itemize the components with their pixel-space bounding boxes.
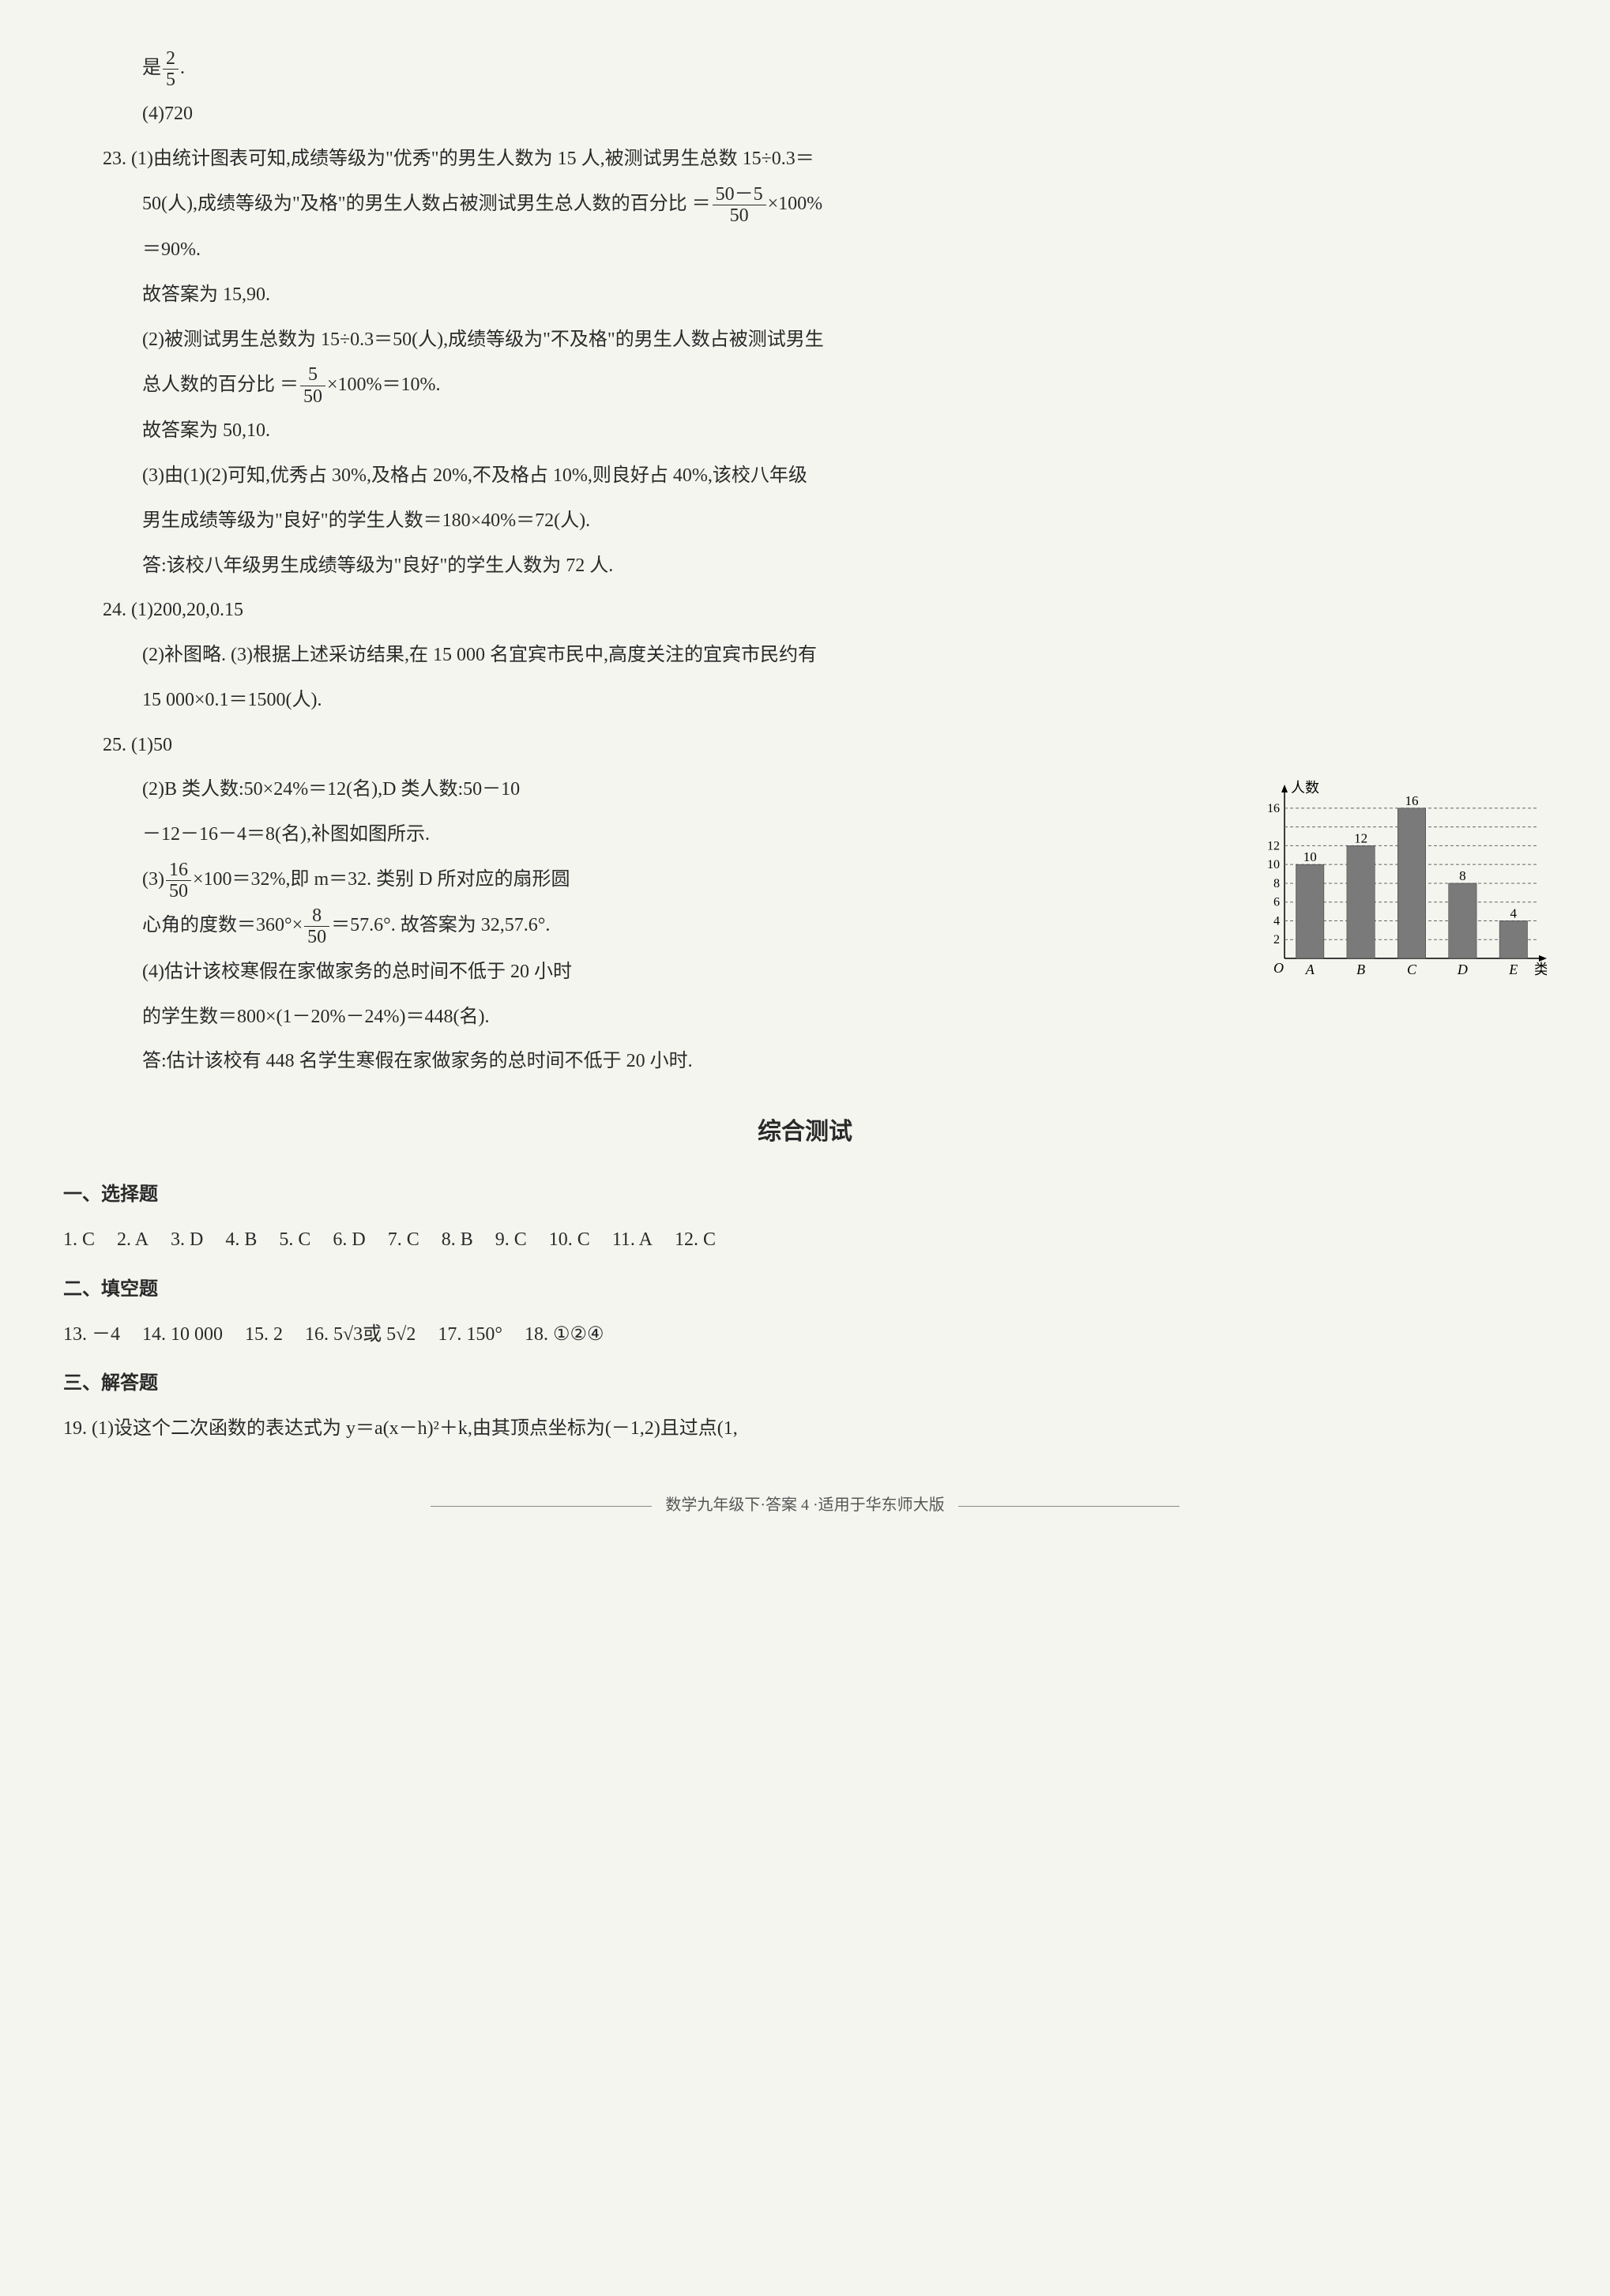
svg-text:B: B <box>1356 962 1365 977</box>
mc-item: 8. B <box>442 1229 473 1250</box>
mc-item: 1. C <box>63 1229 95 1250</box>
q25-line: 的学生数＝800×(1－20%－24%)＝448(名). <box>63 996 1231 1038</box>
text: 总人数的百分比 ＝ <box>142 375 299 395</box>
fraction: 25 <box>163 48 179 91</box>
q25-line: (2)B 类人数:50×24%＝12(名),D 类人数:50－10 <box>63 769 1231 811</box>
svg-text:10: 10 <box>1267 859 1280 872</box>
svg-text:12: 12 <box>1354 831 1367 846</box>
answer-line: (4)720 <box>63 93 1547 135</box>
q23-line: 50(人),成绩等级为"及格"的男生人数占被测试男生总人数的百分比 ＝50－55… <box>63 183 1547 226</box>
q23-line: 男生成绩等级为"良好"的学生人数＝180×40%＝72(人). <box>63 500 1547 542</box>
text: 是 <box>142 58 161 78</box>
mc-item: 9. C <box>495 1229 527 1250</box>
fill-answers: 13. －4 14. 10 000 15. 2 16. 5√3或 5√2 17. 150… <box>63 1314 1547 1356</box>
text: ＝57.6°. 故答案为 32,57.6°. <box>331 915 550 935</box>
fill-item: 15. 2 <box>245 1324 283 1345</box>
q25-line: 心角的度数＝360°×850＝57.6°. 故答案为 32,57.6°. <box>63 905 1231 947</box>
mc-item: 3. D <box>171 1229 203 1250</box>
q23-line: 总人数的百分比 ＝550×100%＝10%. <box>63 364 1547 407</box>
fill-item: 17. 150° <box>438 1324 502 1345</box>
svg-text:O: O <box>1273 960 1284 976</box>
continuation-line: 是25. <box>63 47 1547 90</box>
svg-text:人数: 人数 <box>1291 780 1319 796</box>
page-footer: 数学九年级下·答案 4 ·适用于华东师大版 <box>63 1481 1547 1523</box>
svg-text:4: 4 <box>1273 915 1280 928</box>
svg-text:2: 2 <box>1273 934 1280 947</box>
fraction: 550 <box>300 364 325 407</box>
text: ×100＝32%,即 m＝32. 类别 D 所对应的扇形圆 <box>193 869 570 890</box>
heading-solve: 三、解答题 <box>63 1363 1547 1405</box>
fraction: 1650 <box>166 860 191 902</box>
svg-text:4: 4 <box>1510 906 1518 921</box>
svg-text:10: 10 <box>1303 850 1317 865</box>
q24-line: 15 000×0.1＝1500(人). <box>63 679 1547 721</box>
text: ×100% <box>768 194 823 214</box>
fraction: 850 <box>304 905 329 948</box>
svg-text:类别: 类别 <box>1534 962 1547 977</box>
fraction: 50－550 <box>713 184 766 227</box>
fill-item: 18. ①②④ <box>525 1324 604 1345</box>
q23-line: 故答案为 15,90. <box>63 274 1547 316</box>
text: . <box>180 58 185 78</box>
q24-line: 24. (1)200,20,0.15 <box>63 589 1547 631</box>
q25-line: 答:估计该校有 448 名学生寒假在家做家务的总时间不低于 20 小时. <box>63 1041 1547 1082</box>
svg-text:8: 8 <box>1273 877 1280 890</box>
svg-text:16: 16 <box>1405 793 1419 808</box>
svg-text:16: 16 <box>1267 802 1280 815</box>
q23-line: ＝90%. <box>63 229 1547 271</box>
q23-line: (3)由(1)(2)可知,优秀占 30%,及格占 20%,不及格占 10%,则良… <box>63 455 1547 497</box>
text: 心角的度数＝360°× <box>142 915 303 935</box>
mc-item: 2. A <box>117 1229 149 1250</box>
bar-chart: 人数 2 4 6 8 10 12 16 O 10 A 12 B 16 C 8 D 4 E 类别 <box>1247 769 1547 998</box>
mc-item: 4. B <box>225 1229 257 1250</box>
text: (3) <box>142 869 164 890</box>
q23-line: 答:该校八年级男生成绩等级为"良好"的学生人数为 72 人. <box>63 545 1547 587</box>
svg-text:E: E <box>1508 962 1518 977</box>
q25-line: 25. (1)50 <box>63 725 1547 766</box>
q23-line: 23. (1)由统计图表可知,成绩等级为"优秀"的男生人数为 15 人,被测试男… <box>63 138 1547 180</box>
mc-answers: 1. C 2. A 3. D 4. B 5. C 6. D 7. C 8. B 9. C 10. … <box>63 1219 1547 1261</box>
chart-svg: 人数 2 4 6 8 10 12 16 O 10 A 12 B 16 C 8 D 4 E 类别 <box>1247 777 1547 982</box>
fill-item: 13. －4 <box>63 1324 120 1345</box>
mc-item: 7. C <box>388 1229 419 1250</box>
svg-text:C: C <box>1407 962 1417 977</box>
q19-line: 19. (1)设这个二次函数的表达式为 y＝a(x－h)²＋k,由其顶点坐标为(… <box>63 1408 1547 1450</box>
q25-line: －12－16－4＝8(名),补图如图所示. <box>63 814 1231 856</box>
fill-item: 16. 5√3或 5√2 <box>305 1324 416 1345</box>
q25-line: (3)1650×100＝32%,即 m＝32. 类别 D 所对应的扇形圆 <box>63 859 1231 901</box>
fill-item: 14. 10 000 <box>142 1324 223 1345</box>
svg-text:A: A <box>1305 962 1315 977</box>
svg-text:D: D <box>1457 962 1468 977</box>
svg-text:12: 12 <box>1267 840 1280 853</box>
text: ×100%＝10%. <box>327 375 441 395</box>
svg-text:6: 6 <box>1273 896 1280 909</box>
heading-mc: 一、选择题 <box>63 1174 1547 1216</box>
q24-line: (2)补图略. (3)根据上述采访结果,在 15 000 名宜宾市民中,高度关注… <box>63 634 1547 676</box>
mc-item: 5. C <box>279 1229 310 1250</box>
text: 50(人),成绩等级为"及格"的男生人数占被测试男生总人数的百分比 ＝ <box>142 194 711 214</box>
q23-line: 故答案为 50,10. <box>63 410 1547 452</box>
footer-text: 数学九年级下·答案 4 ·适用于华东师大版 <box>665 1496 944 1514</box>
mc-item: 10. C <box>549 1229 590 1250</box>
mc-item: 6. D <box>333 1229 365 1250</box>
heading-fill: 二、填空题 <box>63 1269 1547 1311</box>
svg-text:8: 8 <box>1459 868 1466 883</box>
mc-item: 12. C <box>675 1229 716 1250</box>
q23-line: (2)被测试男生总数为 15÷0.3＝50(人),成绩等级为"不及格"的男生人数… <box>63 319 1547 361</box>
section-title: 综合测试 <box>63 1106 1547 1158</box>
q25-line: (4)估计该校寒假在家做家务的总时间不低于 20 小时 <box>63 951 1231 993</box>
mc-item: 11. A <box>612 1229 653 1250</box>
